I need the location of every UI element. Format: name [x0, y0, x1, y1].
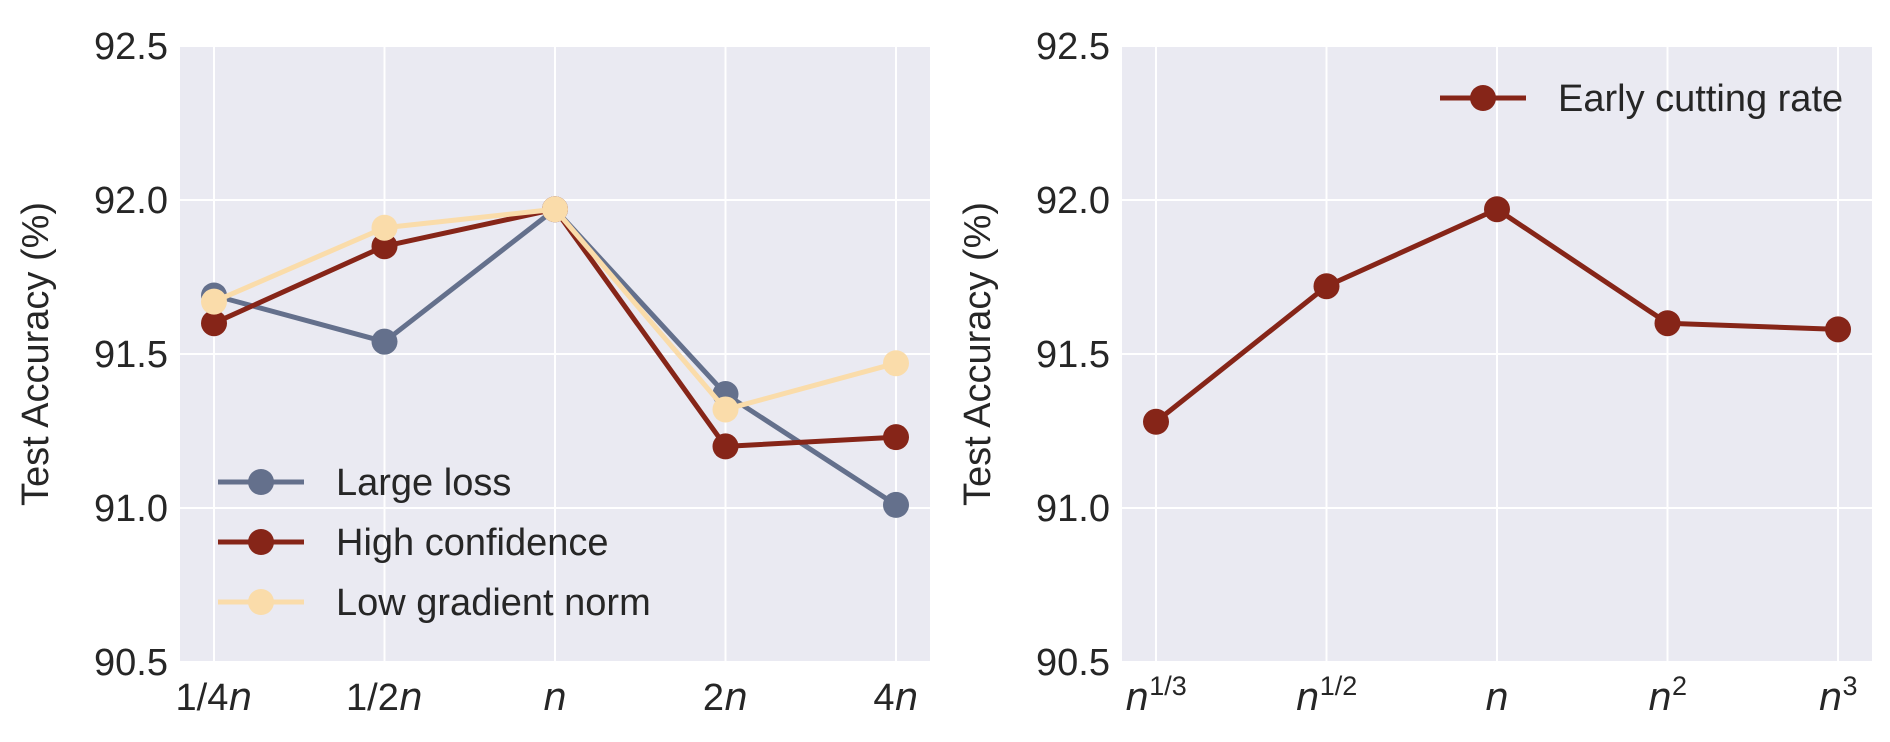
chart-panel-1: 90.5 91.0 91.5 92.0 92.5 1/4n 1/2n n 2n 4n Test Ac… [15, 26, 930, 719]
data-point [712, 396, 739, 423]
y-axis-label: Test Accuracy (%) [957, 202, 999, 506]
legend-marker [248, 589, 274, 615]
y-tick-label: 90.5 [1036, 642, 1110, 684]
y-tick-label: 91.5 [94, 334, 168, 376]
y-tick-label: 91.0 [1036, 488, 1110, 530]
legend-label: Low gradient norm [336, 582, 651, 624]
data-point [1825, 316, 1851, 343]
data-point [1313, 273, 1340, 300]
legend: Early cutting rate [1440, 78, 1843, 120]
data-point [201, 288, 227, 315]
legend-label: Large loss [336, 462, 511, 504]
data-point [371, 328, 398, 355]
x-tick-label: n [1485, 675, 1509, 719]
legend-marker [248, 469, 274, 495]
data-point [1143, 408, 1169, 435]
data-point [1484, 196, 1510, 223]
legend: Large loss High confidence Low gradient no… [218, 462, 651, 624]
y-tick-label: 92.5 [94, 26, 168, 68]
x-tick-label: n3 [1818, 671, 1857, 719]
x-tick-label: 2n [703, 675, 748, 719]
data-point [1654, 310, 1681, 337]
x-tick-label: 4n [873, 675, 918, 719]
data-point [371, 214, 398, 241]
series-low-gradient-norm [201, 196, 909, 423]
data-point [883, 350, 909, 377]
data-point [371, 233, 398, 260]
x-tick-label: n1/3 [1125, 671, 1187, 719]
x-tick-label: n [543, 675, 567, 719]
legend-label: High confidence [336, 522, 609, 564]
data-point [883, 491, 909, 518]
x-tick-label: n2 [1648, 671, 1687, 719]
series-early-cutting-rate [1143, 196, 1851, 435]
data-point [201, 310, 227, 337]
y-tick-label: 92.0 [1036, 180, 1110, 222]
x-tick-label: 1/4n [176, 675, 253, 719]
chart-panel-2: 90.5 91.0 91.5 92.0 92.5 n1/3 n1/2 n n2 n3 Test Ac… [957, 26, 1872, 719]
legend-marker [248, 529, 274, 555]
y-tick-label: 91.5 [1036, 334, 1110, 376]
x-tick-label: 1/2n [346, 675, 423, 719]
y-tick-label: 90.5 [94, 642, 168, 684]
y-tick-label: 91.0 [94, 488, 168, 530]
legend-label: Early cutting rate [1558, 78, 1843, 120]
y-tick-label: 92.5 [1036, 26, 1110, 68]
data-point [883, 424, 909, 451]
x-tick-label: n1/2 [1296, 671, 1358, 719]
data-point [712, 433, 739, 460]
y-tick-label: 92.0 [94, 180, 168, 222]
data-point [542, 196, 568, 223]
y-axis-label: Test Accuracy (%) [15, 202, 57, 506]
legend-marker [1470, 85, 1496, 111]
